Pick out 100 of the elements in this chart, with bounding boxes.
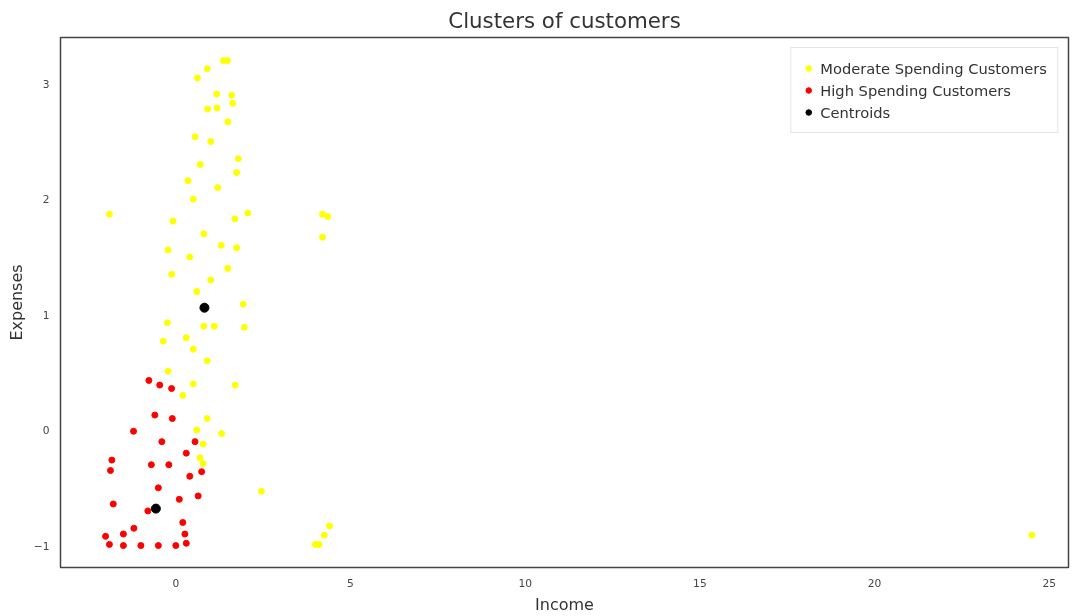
point: [154, 542, 162, 550]
point: [182, 539, 190, 547]
point: [105, 210, 113, 218]
point: [159, 337, 167, 345]
point: [189, 195, 197, 203]
point: [228, 91, 236, 99]
point: [108, 456, 116, 464]
point: [189, 380, 197, 388]
point: [224, 264, 232, 272]
point: [130, 524, 138, 532]
point: [179, 518, 187, 526]
y-tick-label: −1: [33, 539, 50, 553]
point: [164, 246, 172, 254]
point: [218, 430, 226, 438]
point: [199, 302, 210, 313]
point: [240, 323, 248, 331]
point: [224, 118, 232, 126]
point: [233, 169, 241, 177]
point: [156, 381, 164, 389]
point: [147, 461, 155, 469]
point: [239, 300, 247, 308]
point: [198, 468, 206, 476]
point: [189, 345, 197, 353]
point: [231, 215, 239, 223]
point: [168, 415, 176, 423]
point: [213, 104, 221, 112]
point: [191, 133, 199, 141]
point: [165, 461, 173, 469]
x-tick-label: 10: [518, 576, 533, 590]
point: [154, 484, 162, 492]
point: [105, 540, 113, 548]
point: [326, 522, 334, 530]
point: [199, 460, 207, 468]
point: [179, 391, 187, 399]
point: [203, 415, 211, 423]
point: [244, 209, 252, 217]
point: [234, 155, 242, 163]
point: [150, 503, 161, 514]
point: [203, 65, 211, 73]
point: [196, 161, 204, 169]
point: [193, 288, 201, 296]
point: [168, 270, 176, 278]
point: [144, 507, 152, 515]
point: [214, 184, 222, 192]
point: [109, 500, 117, 508]
x-tick-label: 20: [867, 576, 882, 590]
chart-title: Clusters of customers: [448, 7, 681, 33]
point: [196, 454, 204, 462]
point: [184, 177, 192, 185]
point: [320, 531, 328, 539]
point: [186, 472, 194, 480]
point: [193, 426, 201, 434]
point: [213, 90, 221, 98]
point: [200, 230, 208, 238]
x-tick-label: 5: [347, 576, 354, 590]
point: [158, 438, 166, 446]
point: [231, 381, 239, 389]
point: [163, 319, 171, 327]
point: [164, 367, 172, 375]
point: [217, 241, 225, 249]
x-tick-label: 15: [693, 576, 707, 590]
point: [145, 376, 153, 384]
point: [207, 276, 215, 284]
x-axis-title: Income: [535, 594, 594, 614]
y-tick-label: 3: [42, 77, 50, 91]
point: [194, 492, 202, 500]
point: [229, 99, 237, 107]
point: [172, 542, 180, 550]
point: [151, 411, 159, 419]
point: [191, 438, 199, 446]
y-tick-label: 1: [42, 308, 50, 322]
point: [210, 322, 218, 330]
point: [233, 244, 241, 252]
point: [130, 427, 138, 435]
point: [181, 530, 189, 538]
y-tick-label: 2: [42, 193, 50, 207]
y-axis-title: Expenses: [6, 264, 26, 341]
point: [106, 467, 114, 474]
legend-label: Moderate Spending Customers: [820, 59, 1047, 77]
point: [182, 334, 190, 342]
point: [119, 542, 127, 550]
point: [1028, 531, 1036, 539]
point: [207, 137, 215, 145]
point: [137, 542, 145, 550]
point: [203, 357, 211, 365]
point: [257, 487, 265, 495]
point: [319, 233, 327, 241]
point: [204, 105, 212, 113]
y-tick-label: 0: [42, 424, 50, 438]
legend-label: High Spending Customers: [820, 81, 1011, 99]
point: [199, 440, 207, 448]
point: [193, 74, 201, 82]
x-tick-label: 0: [172, 576, 180, 590]
point: [182, 449, 190, 457]
point: [186, 253, 194, 261]
point: [102, 532, 110, 540]
point: [319, 210, 327, 218]
point: [200, 322, 208, 330]
point: [119, 530, 127, 538]
x-tick-label: 25: [1042, 576, 1057, 590]
